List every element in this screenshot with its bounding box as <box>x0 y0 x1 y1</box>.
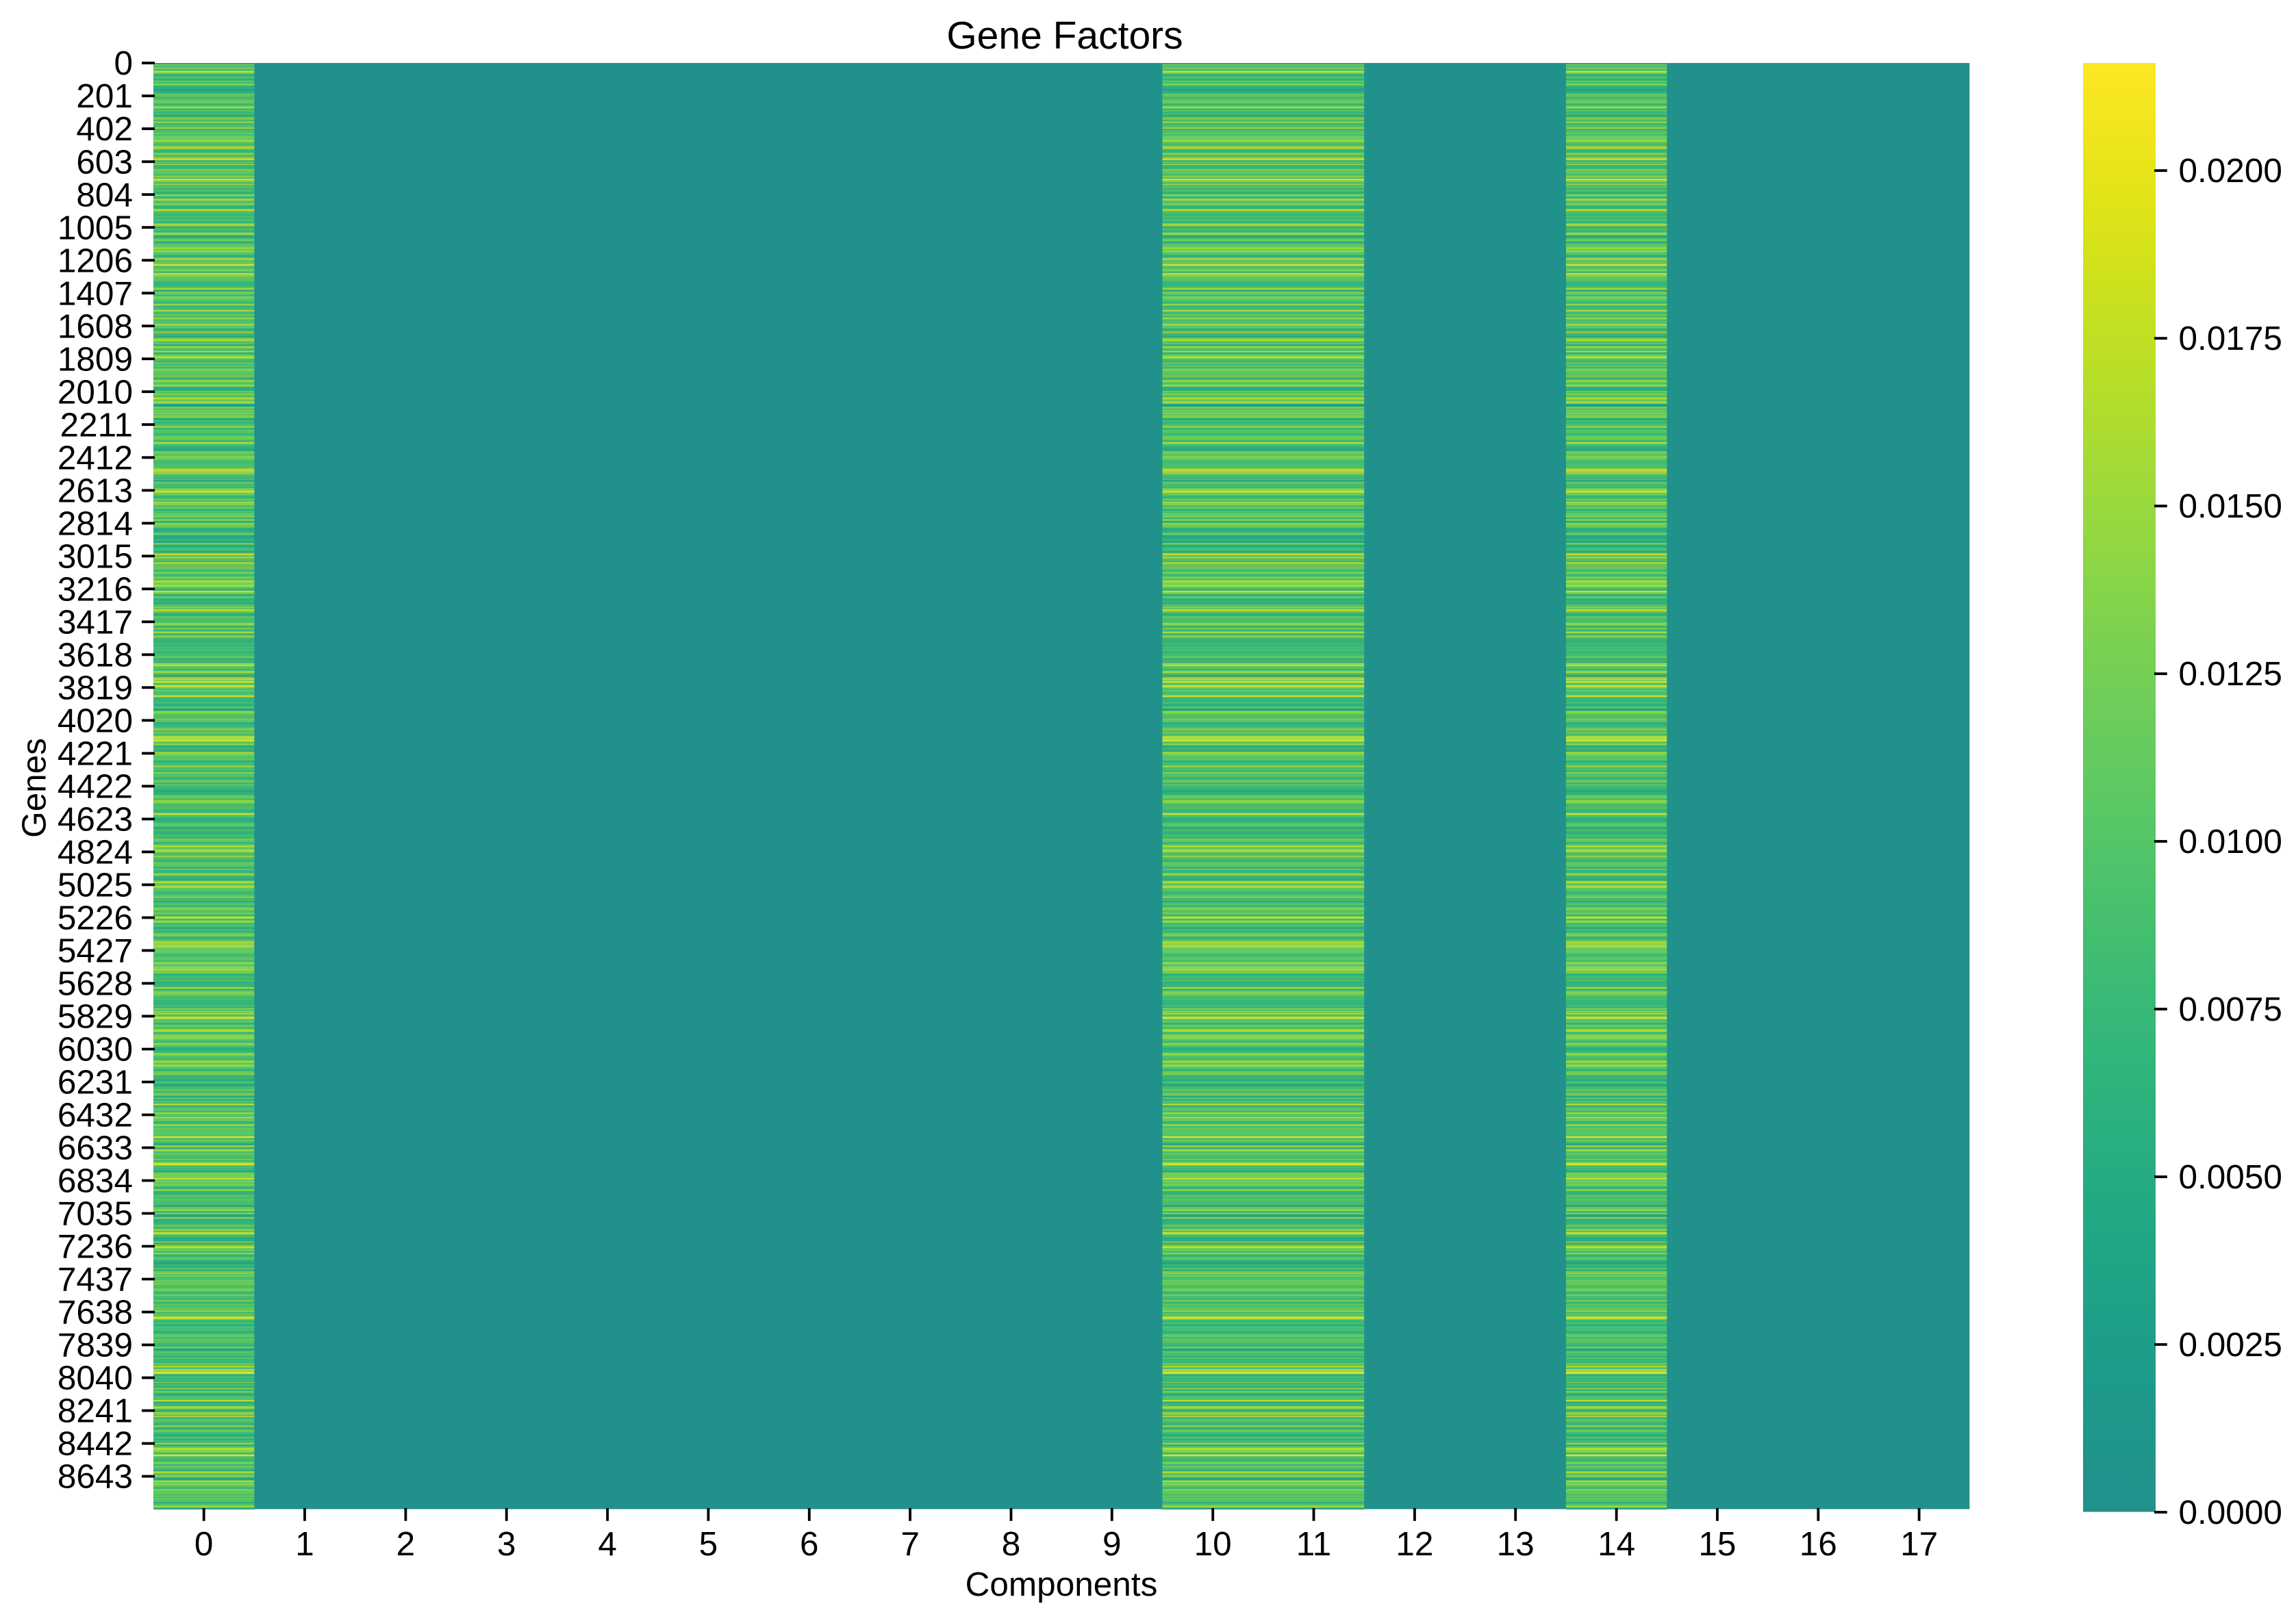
svg-text:1608: 1608 <box>58 307 133 345</box>
svg-text:603: 603 <box>76 143 133 181</box>
svg-text:2412: 2412 <box>58 439 133 476</box>
svg-text:17: 17 <box>1900 1525 1938 1563</box>
svg-text:7236: 7236 <box>58 1228 133 1266</box>
svg-text:5628: 5628 <box>58 965 133 1003</box>
svg-text:2010: 2010 <box>58 373 133 411</box>
svg-text:5: 5 <box>699 1525 718 1563</box>
svg-text:13: 13 <box>1497 1525 1535 1563</box>
svg-text:1407: 1407 <box>58 275 133 312</box>
svg-text:5427: 5427 <box>58 932 133 970</box>
svg-text:7035: 7035 <box>58 1195 133 1233</box>
svg-text:3618: 3618 <box>58 636 133 674</box>
svg-text:6633: 6633 <box>58 1130 133 1167</box>
svg-text:7638: 7638 <box>58 1294 133 1331</box>
svg-text:10: 10 <box>1194 1525 1232 1563</box>
svg-text:6030: 6030 <box>58 1031 133 1069</box>
svg-text:3: 3 <box>497 1525 516 1563</box>
svg-text:4: 4 <box>598 1525 617 1563</box>
svg-text:2211: 2211 <box>60 406 133 444</box>
svg-text:8040: 8040 <box>58 1360 133 1397</box>
svg-text:0.0000: 0.0000 <box>2179 1494 2282 1531</box>
svg-text:3015: 3015 <box>58 537 133 575</box>
svg-text:0: 0 <box>114 44 133 82</box>
svg-text:6231: 6231 <box>58 1064 133 1101</box>
svg-text:8241: 8241 <box>58 1392 133 1430</box>
svg-text:2613: 2613 <box>58 472 133 509</box>
svg-text:6: 6 <box>800 1525 819 1563</box>
svg-text:3819: 3819 <box>58 669 133 706</box>
svg-text:4221: 4221 <box>58 735 133 773</box>
svg-text:16: 16 <box>1800 1525 1837 1563</box>
svg-text:5829: 5829 <box>58 998 133 1036</box>
svg-text:15: 15 <box>1698 1525 1736 1563</box>
svg-text:3417: 3417 <box>58 603 133 641</box>
svg-text:4422: 4422 <box>58 768 133 806</box>
svg-text:0.0075: 0.0075 <box>2179 991 2282 1028</box>
svg-text:Gene Factors: Gene Factors <box>946 14 1183 58</box>
svg-text:0.0200: 0.0200 <box>2179 152 2282 190</box>
svg-text:1206: 1206 <box>58 242 133 279</box>
svg-text:4623: 4623 <box>58 801 133 839</box>
svg-text:Components: Components <box>966 1566 1158 1603</box>
svg-text:0.0150: 0.0150 <box>2179 487 2282 525</box>
svg-text:8643: 8643 <box>58 1458 133 1496</box>
svg-text:1: 1 <box>295 1525 314 1563</box>
svg-text:5226: 5226 <box>58 900 133 937</box>
svg-text:8442: 8442 <box>58 1425 133 1463</box>
svg-text:9: 9 <box>1102 1525 1122 1563</box>
svg-text:Genes: Genes <box>16 738 53 838</box>
svg-text:4020: 4020 <box>58 702 133 739</box>
svg-text:0: 0 <box>194 1525 214 1563</box>
svg-text:402: 402 <box>76 110 133 148</box>
svg-text:7: 7 <box>900 1525 920 1563</box>
svg-text:0.0025: 0.0025 <box>2179 1326 2282 1364</box>
svg-text:1005: 1005 <box>58 209 133 246</box>
svg-text:1809: 1809 <box>58 340 133 378</box>
svg-text:7437: 7437 <box>58 1261 133 1299</box>
svg-text:3216: 3216 <box>58 570 133 608</box>
svg-text:5025: 5025 <box>58 867 133 904</box>
svg-text:7839: 7839 <box>58 1327 133 1364</box>
svg-text:4824: 4824 <box>58 834 133 871</box>
svg-text:6432: 6432 <box>58 1097 133 1134</box>
svg-text:0.0175: 0.0175 <box>2179 320 2282 357</box>
svg-text:11: 11 <box>1296 1525 1331 1563</box>
svg-text:0.0100: 0.0100 <box>2179 823 2282 861</box>
svg-text:2: 2 <box>396 1525 416 1563</box>
svg-text:804: 804 <box>76 176 133 214</box>
svg-text:8: 8 <box>1002 1525 1021 1563</box>
svg-text:6834: 6834 <box>58 1162 133 1200</box>
svg-text:12: 12 <box>1396 1525 1433 1563</box>
svg-text:0.0050: 0.0050 <box>2179 1158 2282 1196</box>
svg-text:14: 14 <box>1598 1525 1635 1563</box>
svg-text:0.0125: 0.0125 <box>2179 655 2282 693</box>
svg-text:201: 201 <box>76 77 133 115</box>
svg-text:2814: 2814 <box>58 505 133 542</box>
